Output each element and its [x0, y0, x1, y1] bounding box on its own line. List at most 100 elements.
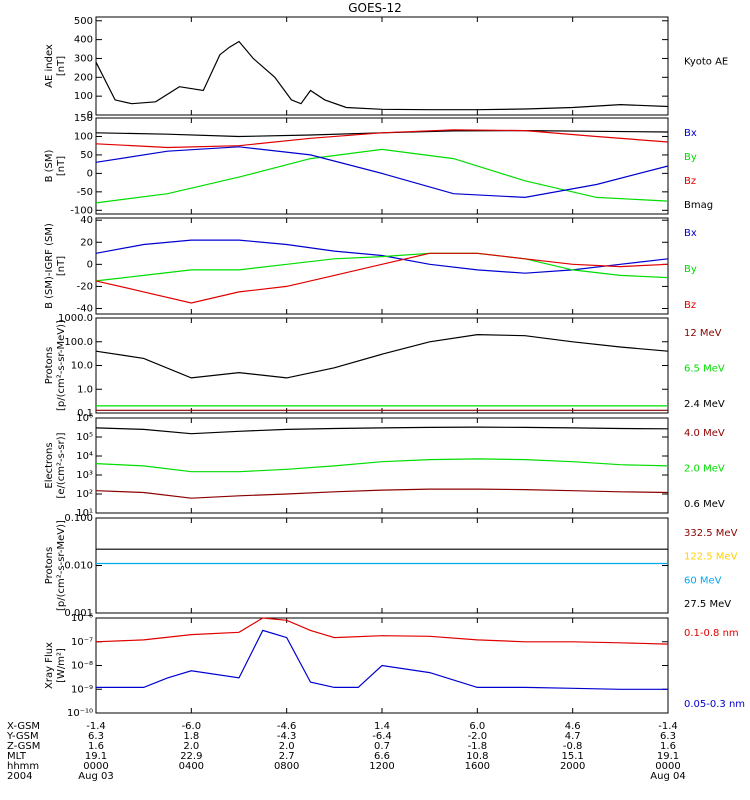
chart-title: GOES-12	[348, 1, 402, 15]
legend-122-5-mev: 122.5 MeV	[684, 552, 738, 563]
x-axis-value: 1600	[465, 761, 490, 772]
legend-by: By	[684, 152, 697, 163]
y-tick-label: 300	[74, 53, 93, 64]
x-axis-value: Aug 03	[78, 771, 113, 782]
legend-bz: Bz	[684, 300, 696, 311]
y-axis-label: B (SM)	[44, 149, 55, 182]
x-axis-value: 6.3	[88, 731, 104, 742]
legend-bz: Bz	[684, 176, 696, 187]
legend-27-5-mev: 27.5 MeV	[684, 599, 731, 610]
x-axis-value: 0000	[655, 761, 680, 772]
legend-332-5-mev: 332.5 MeV	[684, 528, 738, 539]
legend-4-0-mev: 4.0 MeV	[684, 428, 725, 439]
x-axis-value: 2.7	[279, 751, 295, 762]
series-bz	[95, 129, 669, 149]
x-axis-value: 19.1	[657, 751, 679, 762]
x-axis-value: 1.6	[660, 741, 676, 752]
y-axis-label: [nT]	[56, 156, 67, 176]
y-tick-label: 150	[74, 113, 93, 124]
x-axis-value: 2000	[560, 761, 585, 772]
panel-frame	[95, 317, 669, 414]
panel-frame	[95, 16, 669, 116]
y-tick-label: 0.010	[64, 561, 93, 572]
x-axis-row-label: hhmm	[7, 761, 39, 772]
panel-frame	[95, 217, 669, 315]
x-axis-value: 10.8	[466, 751, 488, 762]
x-axis-value: -4.6	[277, 721, 297, 732]
x-axis-value: -1.8	[468, 741, 488, 752]
series-by	[95, 148, 669, 204]
legend-bx: Bx	[684, 228, 697, 239]
y-axis-label: B (SM)-IGRF (SM)	[44, 223, 55, 309]
x-axis-value: 2.0	[279, 741, 295, 752]
x-axis-value: 6.6	[374, 751, 390, 762]
y-tick-label: 10⁻⁶	[71, 613, 93, 624]
legend-12-mev: 12 MeV	[684, 328, 722, 339]
y-tick-label: 200	[74, 72, 93, 83]
y-tick-label: 0	[87, 168, 93, 179]
y-axis-label: [e/(cm²-s-sr)]	[56, 432, 67, 498]
legend-bx: Bx	[684, 128, 697, 139]
y-axis-label: [W/m²]	[56, 648, 67, 683]
x-axis-value: -6.0	[182, 721, 202, 732]
panel-electrons	[95, 417, 669, 514]
y-axis-label: [nT]	[56, 56, 67, 76]
series-by	[95, 252, 669, 282]
y-tick-label: 1.0	[77, 384, 93, 395]
y-axis-label: [p/(cm²-s-sr-MeV)]	[56, 320, 67, 411]
x-axis-row-label: MLT	[7, 751, 27, 762]
y-tick-label: 10⁶	[76, 413, 93, 424]
panel-bigrf	[95, 217, 669, 315]
x-axis-value: 1.8	[183, 731, 199, 742]
y-axis-label: [nT]	[56, 256, 67, 276]
x-axis-value: 6.0	[469, 721, 485, 732]
y-tick-label: 10⁵	[76, 432, 93, 443]
y-tick-label: 10¹	[76, 508, 93, 519]
panel-bsm	[95, 117, 669, 215]
series-0-1-0-8-nm	[95, 617, 669, 645]
y-axis-label: [p/(cm²-s-sr-MeV)]	[56, 520, 67, 611]
x-axis-value: 15.1	[562, 751, 584, 762]
y-tick-label: 10³	[76, 470, 93, 481]
x-axis-value: 0800	[274, 761, 299, 772]
y-tick-label: 0.1	[77, 408, 93, 419]
x-axis-value: 0400	[179, 761, 204, 772]
y-tick-label: -40	[77, 303, 93, 314]
x-axis-value: 19.1	[85, 751, 107, 762]
x-axis-row-label: X-GSM	[7, 721, 40, 732]
y-tick-label: -50	[77, 187, 93, 198]
y-axis-label: Protons	[44, 547, 55, 584]
x-axis-value: 0000	[83, 761, 108, 772]
legend-bmag: Bmag	[684, 200, 713, 211]
x-axis-value: 0.7	[374, 741, 390, 752]
y-axis-label: Protons	[44, 347, 55, 384]
x-axis-value: 4.7	[565, 731, 581, 742]
y-tick-label: -20	[77, 281, 93, 292]
y-tick-label: -100	[70, 205, 93, 216]
series-2-0-mev	[95, 458, 669, 473]
legend-0-05-0-3-nm: 0.05-0.3 nm	[684, 699, 745, 710]
x-axis-value: -1.4	[86, 721, 106, 732]
panel-hiprotons	[95, 517, 669, 614]
y-tick-label: 10⁻¹⁰	[67, 708, 93, 719]
y-axis-label: AE index	[44, 44, 55, 88]
x-axis-value: -0.8	[563, 741, 583, 752]
x-axis-value: 1.6	[88, 741, 104, 752]
legend-2-0-mev: 2.0 MeV	[684, 464, 725, 475]
x-axis-row-label: Y-GSM	[6, 731, 39, 742]
series-4-0-mev	[95, 488, 669, 499]
x-axis-value: -6.4	[372, 731, 392, 742]
panel-xray	[95, 617, 669, 714]
legend-60-mev: 60 MeV	[684, 575, 722, 586]
x-axis-value: 1200	[369, 761, 394, 772]
y-tick-label: 10.0	[71, 361, 93, 372]
legend-2-4-mev: 2.4 MeV	[684, 399, 725, 410]
y-tick-label: 10²	[76, 489, 93, 500]
y-tick-label: 0.100	[64, 513, 93, 524]
y-tick-label: 0	[87, 110, 93, 121]
legend-6-5-mev: 6.5 MeV	[684, 364, 725, 375]
y-tick-label: 1000.0	[58, 313, 93, 324]
x-axis-value: 22.9	[180, 751, 202, 762]
legend-0-1-0-8-nm: 0.1-0.8 nm	[684, 628, 739, 639]
series-bz	[95, 252, 669, 304]
